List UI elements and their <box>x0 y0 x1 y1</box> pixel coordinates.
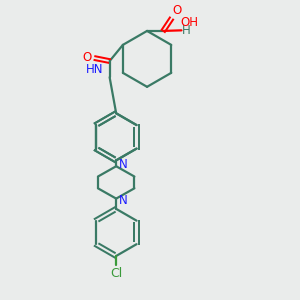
Text: HN: HN <box>85 63 103 76</box>
Text: OH: OH <box>180 16 198 29</box>
Text: O: O <box>82 51 92 64</box>
Text: N: N <box>118 158 127 171</box>
Text: Cl: Cl <box>110 267 122 280</box>
Text: O: O <box>172 4 182 17</box>
Text: N: N <box>118 194 127 207</box>
Text: H: H <box>182 24 191 37</box>
